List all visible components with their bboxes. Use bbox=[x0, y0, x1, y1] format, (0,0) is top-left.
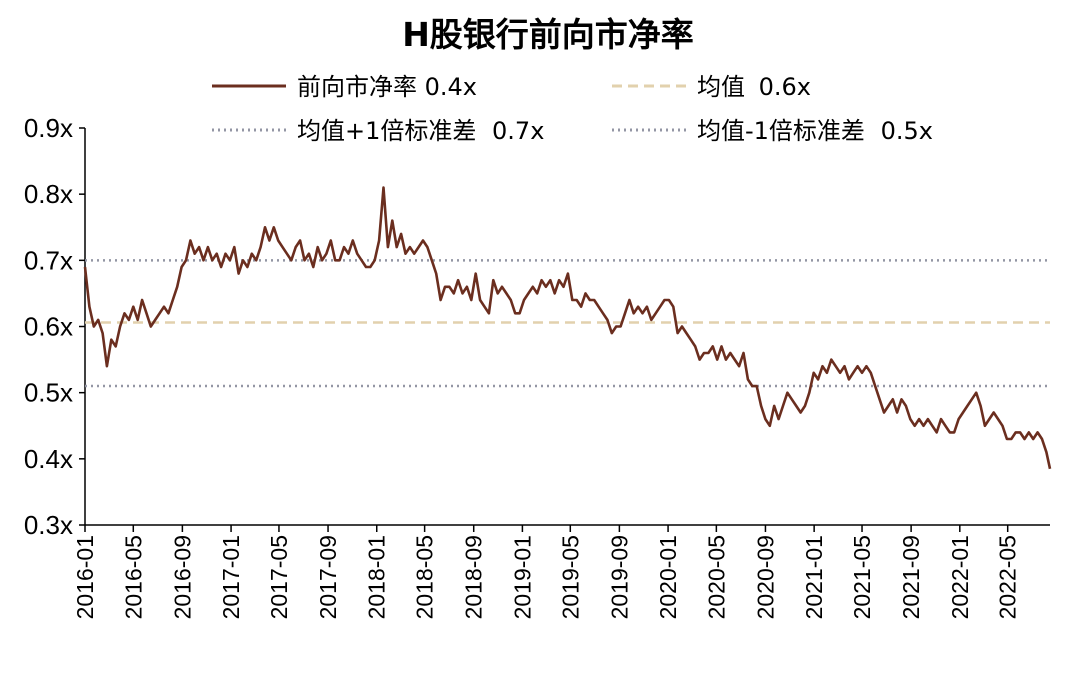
x-tick-label: 2016-05 bbox=[120, 535, 146, 619]
x-tick-label: 2020-01 bbox=[655, 535, 681, 619]
y-tick-label: 0.3x bbox=[24, 510, 73, 540]
y-tick-label: 0.9x bbox=[24, 113, 73, 143]
x-tick-label: 2016-01 bbox=[72, 535, 98, 619]
y-tick-label: 0.8x bbox=[24, 179, 73, 209]
x-tick-label: 2017-01 bbox=[218, 535, 244, 619]
x-tick-label: 2020-05 bbox=[703, 535, 729, 619]
legend: 前向市净率 0.4x 均值 0.6x 均值+1倍标准差 0.7x 均值-1倍标准… bbox=[212, 73, 933, 145]
series-line-pb bbox=[83, 186, 1052, 470]
legend-label-lower: 均值-1倍标准差 0.5x bbox=[697, 117, 933, 145]
x-tick-label: 2021-01 bbox=[801, 535, 827, 619]
x-tick-label: 2018-01 bbox=[364, 535, 390, 619]
x-tick-label: 2021-05 bbox=[849, 535, 875, 619]
x-tick-label: 2019-01 bbox=[509, 535, 535, 619]
x-tick-label: 2016-09 bbox=[169, 535, 195, 619]
legend-label-mean: 均值 0.6x bbox=[697, 73, 811, 101]
y-tick-label: 0.5x bbox=[24, 378, 73, 408]
chart-title: H股银行前向市净率 bbox=[402, 15, 694, 54]
x-tick-label: 2017-09 bbox=[315, 535, 341, 619]
x-tick-label: 2017-05 bbox=[266, 535, 292, 619]
y-tick-label: 0.6x bbox=[24, 312, 73, 342]
x-tick-label: 2021-09 bbox=[898, 535, 924, 619]
x-tick-label: 2018-09 bbox=[461, 535, 487, 619]
x-tick-label: 2022-01 bbox=[947, 535, 973, 619]
x-tick-label: 2020-09 bbox=[752, 535, 778, 619]
y-tick-label: 0.4x bbox=[24, 444, 73, 474]
y-tick-label: 0.7x bbox=[24, 245, 73, 275]
x-tick-label: 2018-05 bbox=[412, 535, 438, 619]
legend-label-upper: 均值+1倍标准差 0.7x bbox=[297, 117, 544, 145]
x-tick-label: 2019-05 bbox=[557, 535, 583, 619]
plot-area: 0.3x 0.4x 0.5x 0.6x 0.7x 0.8x 0.9x 2016-01 2016-… bbox=[24, 113, 1052, 619]
x-tick-label: 2019-09 bbox=[606, 535, 632, 619]
legend-label-pb: 前向市净率 0.4x bbox=[297, 73, 477, 101]
x-tick-label: 2022-05 bbox=[995, 535, 1021, 619]
